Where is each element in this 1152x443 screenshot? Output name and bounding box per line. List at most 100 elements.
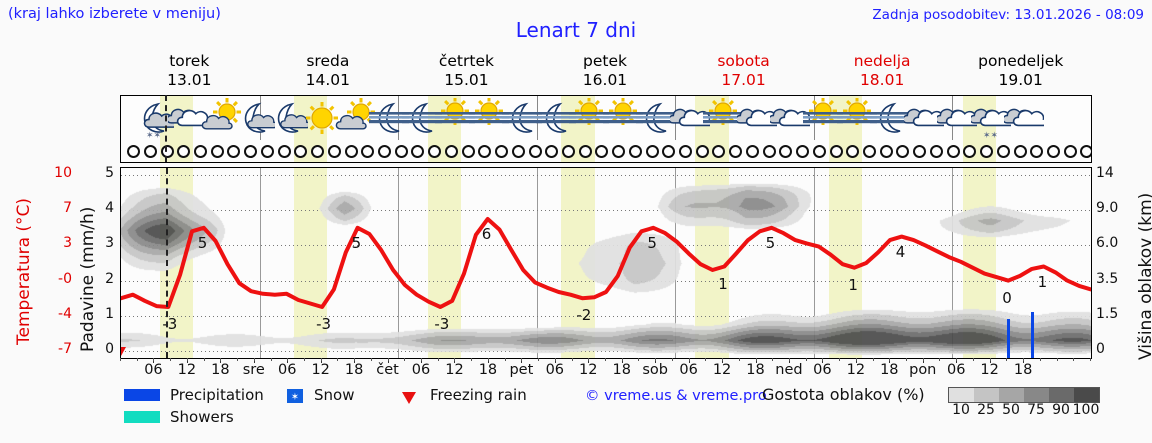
cloud-density-colorbar [948, 387, 1100, 403]
wind-direction-marker [729, 145, 743, 158]
wind-direction-marker [896, 145, 910, 158]
cloud-density-level: 50 [1002, 402, 1020, 418]
time-minor-tick [1073, 358, 1075, 361]
time-minor-tick [671, 358, 673, 361]
time-label: čet [376, 362, 399, 378]
current-time-line [165, 168, 168, 358]
day-header-3: petek 16.01 [536, 52, 675, 90]
time-minor-tick [989, 358, 991, 361]
time-minor-tick [1023, 358, 1025, 361]
wind-direction-marker [160, 145, 174, 158]
weather-icon-sun-fog [803, 97, 844, 138]
time-minor-tick [655, 358, 657, 361]
time-label: pon [909, 362, 937, 378]
wind-direction-marker [1030, 145, 1044, 158]
wind-direction-marker [194, 145, 208, 158]
time-label: 06 [545, 362, 565, 378]
weather-icon-moon-fog [636, 98, 677, 138]
wind-direction-marker [712, 145, 726, 158]
snow-legend-label: Snow [314, 386, 355, 404]
time-minor-tick [638, 358, 640, 361]
precipitation-tick: 2 [105, 270, 114, 287]
time-label: 18 [478, 362, 498, 378]
time-minor-tick [487, 358, 489, 361]
day-date: 15.01 [444, 71, 489, 89]
last-updated: Zadnja posodobitev: 13.01.2026 - 08:09 [872, 7, 1144, 23]
temperature-extreme-label: 5 [647, 233, 657, 252]
time-minor-tick [153, 358, 155, 361]
freezing-rain-marker [121, 347, 126, 356]
time-minor-tick [939, 358, 941, 361]
freezing-rain-icon [402, 389, 416, 404]
page-title: Lenart 7 dni [515, 18, 637, 42]
weather-icon-sun-cloud [201, 98, 242, 138]
wind-direction-marker [645, 145, 659, 158]
precipitation-bar [1007, 319, 1011, 358]
time-minor-tick [554, 358, 556, 361]
day-date: 17.01 [721, 71, 766, 89]
time-minor-tick [705, 358, 707, 361]
time-minor-tick [1090, 358, 1091, 361]
showers-swatch [124, 411, 160, 423]
day-name: sreda [306, 52, 350, 70]
time-minor-tick [404, 358, 406, 361]
cloud-density-segment [1074, 388, 1099, 402]
day-name: petek [583, 52, 627, 70]
wind-direction-marker [846, 145, 860, 158]
cloud-density-level: 100 [1072, 402, 1100, 418]
cloud-density-segment [1049, 388, 1074, 402]
day-header-6: ponedeljek 19.01 [951, 52, 1090, 90]
weather-icon-sun [302, 98, 342, 138]
time-minor-tick [738, 358, 740, 361]
wind-direction-marker [511, 145, 525, 158]
time-label: 06 [144, 362, 163, 378]
weather-icon-sun-fog [468, 97, 509, 138]
time-minor-tick [1056, 358, 1058, 361]
wind-direction-marker [311, 145, 325, 158]
time-label: 12 [445, 362, 464, 378]
time-label: 12 [846, 362, 866, 378]
wind-direction-marker [327, 145, 341, 158]
showers-legend-label: Showers [170, 408, 234, 426]
weather-icon-sun-fog [836, 97, 877, 138]
day-date: 14.01 [305, 71, 351, 89]
time-minor-tick [922, 358, 924, 361]
temperature-tick: -4 [58, 305, 72, 322]
wind-direction-marker [929, 145, 943, 158]
day-header-4: sobota 17.01 [674, 52, 813, 90]
wind-direction-marker [461, 145, 475, 158]
time-label: pet [509, 362, 534, 378]
weather-icon-cloud [1002, 98, 1048, 138]
cloudheight-tick: 3.5 [1096, 270, 1119, 287]
temperature-extreme-label: 5 [197, 233, 208, 252]
day-header-1: sreda 14.01 [259, 52, 398, 90]
cloudheight-tick: 0 [1096, 341, 1105, 357]
day-name: sobota [717, 52, 770, 70]
time-minor-tick [437, 358, 439, 361]
day-name: četrtek [438, 52, 494, 70]
time-minor-tick [889, 358, 891, 361]
weather-icon-moon-fog [502, 98, 543, 138]
time-minor-tick [722, 358, 724, 361]
copyright-link[interactable]: © vreme.us & vreme.pro [585, 388, 767, 404]
time-minor-tick [521, 358, 523, 361]
cloudheight-axis-label: Višina oblakov (km) [1136, 192, 1152, 360]
time-minor-tick [220, 358, 222, 361]
time-label: 06 [278, 362, 297, 378]
current-time-line [164, 95, 167, 162]
cloud-density-segment [999, 388, 1024, 402]
time-label: 12 [712, 362, 732, 378]
day-date: 19.01 [998, 71, 1043, 89]
time-minor-tick [303, 358, 305, 361]
wind-direction-marker [478, 145, 492, 158]
temperature-extreme-label: -3 [434, 315, 450, 333]
wind-direction-marker [361, 145, 375, 158]
time-label: 12 [177, 362, 197, 378]
time-minor-tick [253, 358, 255, 361]
time-label: 18 [880, 362, 899, 378]
wind-direction-marker [963, 145, 977, 158]
cloud-density-level: 25 [977, 402, 995, 418]
time-minor-tick [805, 358, 807, 361]
day-header-row: torek 13.01 sreda 14.01 četrtek 15.01 petek 16.… [120, 52, 1090, 92]
